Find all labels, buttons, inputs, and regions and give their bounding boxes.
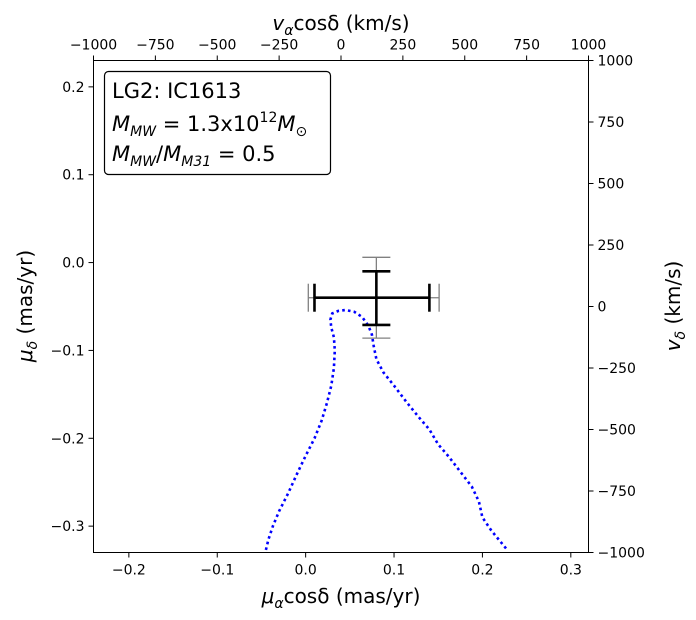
left-axis-label: μδ (mas/yr)	[13, 250, 41, 363]
right-tick-label: 750	[598, 115, 625, 131]
bottom-tick-label: 0.2	[471, 563, 493, 579]
left-tick-label: −0.2	[51, 431, 85, 447]
top-tick-label: 750	[513, 38, 540, 54]
top-tick-label: 0	[337, 38, 346, 54]
right-tick-label: 500	[598, 177, 625, 193]
left-tick-label: 0.0	[62, 256, 84, 272]
bottom-tick-label: −0.2	[112, 563, 146, 579]
top-tick-label: 1000	[571, 38, 607, 54]
top-tick-label: 250	[390, 38, 417, 54]
left-tick-label: 0.1	[62, 168, 84, 184]
dotted-trajectory-line	[264, 308, 509, 551]
top-tick-label: −250	[260, 38, 298, 54]
top-tick-label: −1000	[70, 38, 117, 54]
right-tick-label: 250	[598, 238, 625, 254]
annotation-box	[103, 70, 332, 176]
inner-error-bar	[313, 270, 431, 327]
bottom-axis-ticks: −0.2 −0.1 0.0 0.1 0.2 0.3	[112, 552, 582, 579]
right-tick-label: −750	[598, 484, 636, 500]
top-tick-label: −750	[136, 38, 174, 54]
top-tick-label: 500	[451, 38, 478, 54]
annotation-line-3: MMW/MM31 = 0.5	[112, 142, 276, 170]
right-tick-label: 1000	[598, 54, 634, 70]
bottom-tick-label: 0.3	[560, 563, 582, 579]
top-axis-ticks: −1000 −750 −500 −250 0 250 500 750 1000	[70, 38, 607, 61]
left-tick-label: 0.2	[62, 80, 84, 96]
left-axis-ticks: −0.3 −0.2 −0.1 0.0 0.1 0.2	[51, 80, 94, 535]
bottom-tick-label: 0.0	[295, 563, 317, 579]
left-tick-label: −0.3	[51, 519, 85, 535]
bottom-axis-label: μαcosδ (mas/yr)	[261, 584, 421, 612]
measurement-point	[307, 256, 440, 339]
top-axis-label: vαcosδ (km/s)	[272, 11, 409, 39]
right-tick-label: −250	[598, 361, 636, 377]
annotation-line-1: LG2: IC1613	[112, 79, 241, 103]
bottom-tick-label: −0.1	[200, 563, 234, 579]
right-axis-ticks: −1000 −750 −500 −250 0 250 500 750 1000	[588, 54, 645, 562]
top-tick-label: −500	[198, 38, 236, 54]
annotation-line-2: MMW = 1.3x1012M⊙	[112, 110, 307, 140]
bottom-tick-label: 0.1	[383, 563, 405, 579]
right-tick-label: −500	[598, 423, 636, 439]
right-tick-label: 0	[598, 300, 607, 316]
right-tick-label: −1000	[598, 546, 645, 562]
right-axis-label: vδ (km/s)	[661, 261, 689, 352]
left-tick-label: −0.1	[51, 343, 85, 359]
